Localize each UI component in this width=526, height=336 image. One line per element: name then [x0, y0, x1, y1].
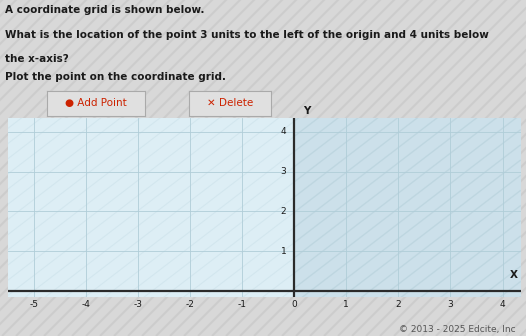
Text: -4: -4 — [82, 300, 90, 309]
Text: 3: 3 — [448, 300, 453, 309]
Text: the x-axis?: the x-axis? — [5, 54, 69, 64]
Text: ✕ Delete: ✕ Delete — [207, 98, 253, 108]
Text: 3: 3 — [281, 167, 287, 176]
Text: 1: 1 — [281, 247, 287, 256]
Text: Plot the point on the coordinate grid.: Plot the point on the coordinate grid. — [5, 72, 226, 82]
Text: 2: 2 — [281, 207, 287, 216]
Text: X: X — [510, 270, 518, 280]
Text: 2: 2 — [396, 300, 401, 309]
Text: Y: Y — [304, 106, 311, 116]
Text: A coordinate grid is shown below.: A coordinate grid is shown below. — [5, 5, 205, 15]
Text: -2: -2 — [186, 300, 195, 309]
Text: -5: -5 — [29, 300, 38, 309]
Text: © 2013 - 2025 Edcite, Inc: © 2013 - 2025 Edcite, Inc — [399, 325, 515, 334]
Bar — [294, 118, 521, 297]
Text: -3: -3 — [134, 300, 143, 309]
Text: 4: 4 — [500, 300, 505, 309]
Text: 4: 4 — [281, 127, 287, 136]
Text: 0: 0 — [291, 300, 297, 309]
Text: What is the location of the point 3 units to the left of the origin and 4 units : What is the location of the point 3 unit… — [5, 30, 489, 40]
Text: ● Add Point: ● Add Point — [65, 98, 127, 108]
Text: -1: -1 — [238, 300, 247, 309]
Text: 1: 1 — [343, 300, 349, 309]
